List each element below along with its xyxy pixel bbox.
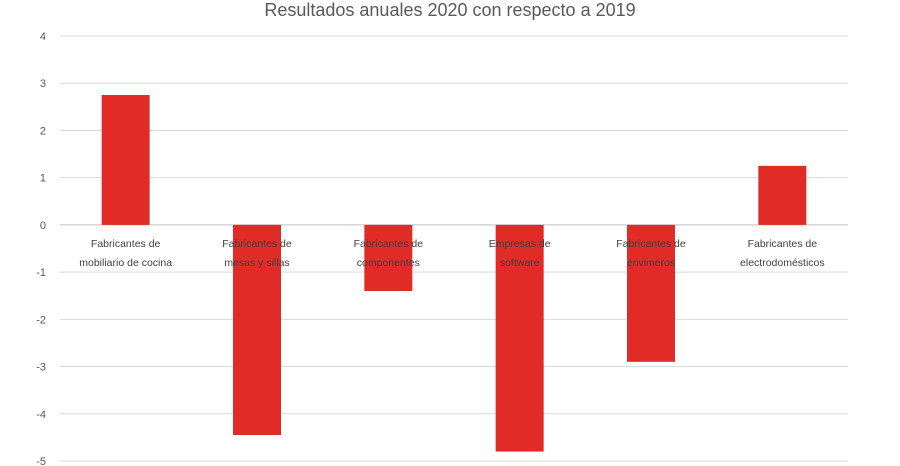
x-category-label-line: software [500, 257, 540, 269]
x-category-label-line: envimeros [627, 257, 675, 269]
y-tick-label: 2 [40, 125, 46, 137]
bar [627, 224, 675, 362]
x-category-label: Empresas de software [489, 238, 551, 269]
y-axis: 4 3 2 1 0 -1 -2 -3 -4 -5 [36, 31, 46, 466]
bar [233, 224, 281, 436]
y-tick-label: -2 [36, 314, 46, 326]
x-category-label: Fabricantes de envimeros [616, 238, 686, 269]
y-tick-label: -5 [36, 456, 46, 466]
x-category-label: Fabricantes de electrodomésticos [740, 238, 825, 269]
bar [758, 165, 807, 225]
y-tick-label: 0 [40, 220, 46, 232]
x-axis: Fabricantes de mobiliario de cocinaFabric… [79, 238, 824, 269]
y-tick-label: -1 [36, 267, 46, 279]
x-category-label: Fabricantes de mobiliario de cocina [79, 238, 172, 269]
y-tick-label: -3 [36, 362, 46, 374]
bars [101, 95, 807, 452]
x-category-label-line: mobiliario de cocina [79, 257, 172, 269]
bar [364, 224, 413, 291]
x-category-label-line: Fabricantes de [91, 238, 161, 250]
x-category-label-line: Fabricantes de [222, 238, 292, 250]
y-tick-label: 1 [40, 173, 46, 185]
x-category-label-line: electrodomésticos [740, 257, 825, 269]
x-category-label-line: mesas y sillas [224, 257, 289, 269]
y-tick-label: 3 [40, 78, 46, 90]
y-tick-label: 4 [40, 31, 46, 43]
gridlines [60, 35, 848, 462]
x-category-label-line: Empresas de [489, 238, 551, 250]
x-category-label-line: Fabricantes de [748, 238, 818, 250]
x-category-label-line: componentes [357, 257, 420, 269]
x-category-label-line: Fabricantes de [616, 238, 686, 250]
x-category-label-line: Fabricantes de [354, 238, 424, 250]
chart-title: Resultados anuales 2020 con respecto a 2… [264, 0, 635, 20]
bar [101, 95, 150, 225]
x-category-label: Fabricantes de mesas y sillas [222, 238, 292, 269]
x-category-label: Fabricantes de componentes [354, 238, 424, 269]
y-tick-label: -4 [36, 409, 46, 421]
bar [495, 224, 544, 452]
